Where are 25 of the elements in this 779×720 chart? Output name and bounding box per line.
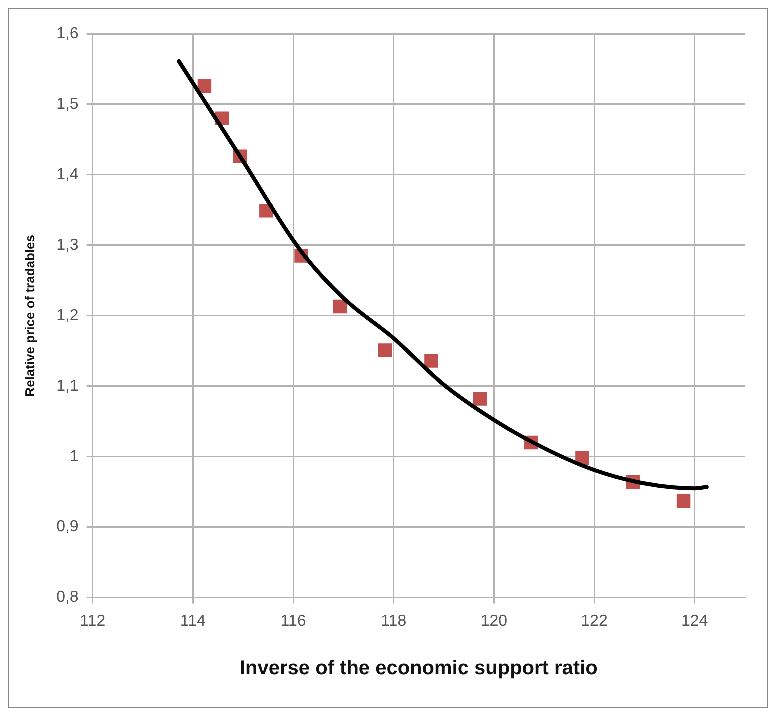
y-tick-label: 1,3 xyxy=(56,236,79,254)
y-axis-title: Relative price of tradables xyxy=(22,234,38,397)
y-tick-label: 1,2 xyxy=(56,307,79,324)
point xyxy=(676,494,691,508)
y-tick-label: 0,8 xyxy=(56,589,79,606)
line-series xyxy=(177,59,709,491)
x-tick-label: 120 xyxy=(480,612,508,630)
y-tick-label: 0,9 xyxy=(56,518,79,536)
x-axis-title: Inverse of the economic support ratio xyxy=(240,658,598,680)
y-tick-label: 1,6 xyxy=(56,25,79,42)
y-tick-label: 1 xyxy=(70,448,79,466)
x-tick-label: 116 xyxy=(280,612,306,630)
x-tick-label: 118 xyxy=(381,612,407,630)
point xyxy=(198,79,212,94)
y-tick-label: 1,5 xyxy=(56,96,79,113)
y-tick-label: 1,1 xyxy=(56,378,79,395)
point xyxy=(424,354,438,368)
point xyxy=(378,344,392,358)
x-tick-label: 122 xyxy=(581,612,608,630)
y-tick-label: 1,4 xyxy=(56,166,79,184)
x-tick-label: 124 xyxy=(681,612,708,630)
x-tick-label: 114 xyxy=(180,612,206,630)
x-tick-label: 112 xyxy=(80,612,106,630)
point xyxy=(333,300,348,314)
point xyxy=(473,392,487,406)
